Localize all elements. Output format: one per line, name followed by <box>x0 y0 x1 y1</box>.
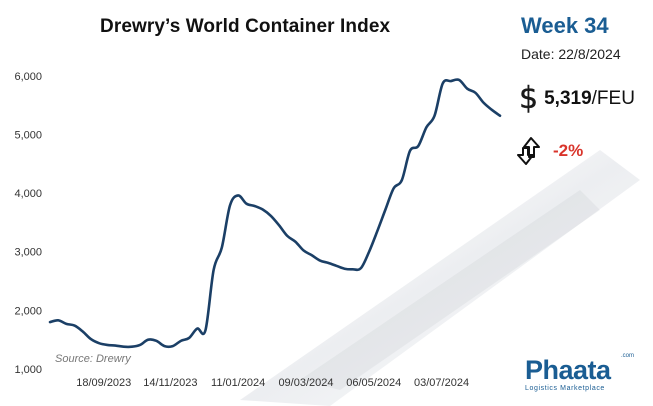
logo-tagline: Logistics Marketplace <box>525 385 605 392</box>
logo-wordmark: Phaata <box>525 355 611 385</box>
dollar-icon: $ <box>519 81 539 116</box>
x-axis-ticks: 18/09/2023 14/11/2023 11/01/2024 09/03/2024… <box>76 377 469 389</box>
price-value: 5,319 <box>544 88 592 109</box>
price-unit: /FEU <box>591 88 635 109</box>
change-value: -2% <box>553 141 584 160</box>
x-tick-label: 14/11/2023 <box>143 377 197 389</box>
y-tick-label: 3,000 <box>14 247 42 259</box>
week-label: Week 34 <box>521 13 609 38</box>
y-axis-ticks: 1,000 2,000 3,000 4,000 5,000 6,000 <box>14 71 42 376</box>
y-tick-label: 5,000 <box>14 129 42 141</box>
x-tick-label: 09/03/2024 <box>278 377 333 389</box>
x-tick-label: 18/09/2023 <box>76 377 131 389</box>
logo-domain-suffix: .com <box>621 353 635 359</box>
y-tick-label: 4,000 <box>14 188 42 200</box>
price-row: $ 5,319 /FEU <box>519 81 635 116</box>
y-tick-label: 2,000 <box>14 305 42 317</box>
phaata-logo: .com Phaata Logistics Marketplace <box>525 353 635 397</box>
date-label: Date: 22/8/2024 <box>521 46 621 62</box>
chart-title: Drewry’s World Container Index <box>100 16 391 37</box>
x-tick-label: 06/05/2024 <box>346 377 401 389</box>
x-tick-label: 11/01/2024 <box>211 377 265 389</box>
y-tick-label: 1,000 <box>14 364 42 376</box>
y-tick-label: 6,000 <box>14 71 42 83</box>
source-note: Source: Drewry <box>55 353 132 365</box>
swap-arrows-icon <box>517 137 540 165</box>
x-tick-label: 03/07/2024 <box>414 377 469 389</box>
series-line <box>48 78 502 349</box>
change-row: -2% <box>517 136 583 166</box>
